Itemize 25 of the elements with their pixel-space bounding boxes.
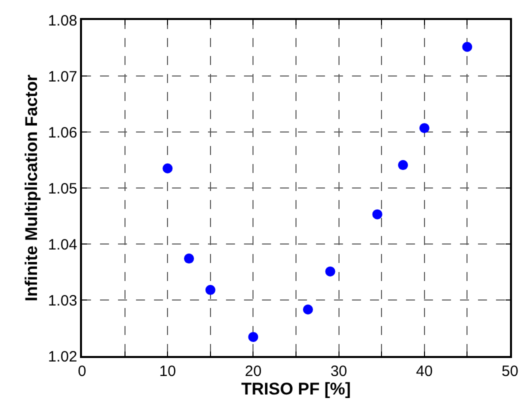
x-tick-label: 40 — [416, 362, 433, 380]
point — [419, 123, 430, 134]
point — [325, 266, 336, 276]
point — [372, 209, 382, 220]
x-tick-label: 10 — [159, 362, 176, 380]
y-tick-label: 1.03 — [48, 292, 78, 310]
y-tick-label: 1.08 — [48, 12, 78, 30]
point — [162, 163, 173, 174]
x-tick-label: 50 — [502, 362, 518, 380]
point — [184, 254, 194, 264]
x-axis-title: TRISO PF [%] — [241, 380, 351, 399]
point — [398, 160, 408, 170]
point — [248, 332, 258, 342]
x-tick-label: 30 — [330, 362, 348, 380]
y-tick-label: 1.07 — [48, 68, 78, 86]
y-axis-title: Infinite Multiplication Factor — [22, 74, 42, 302]
y-tick-label: 1.06 — [48, 124, 78, 142]
x-tick-label: 20 — [244, 362, 262, 380]
point — [462, 42, 472, 52]
point — [302, 304, 313, 315]
point — [205, 284, 216, 295]
x-tick-label: 0 — [78, 362, 86, 380]
y-tick-label: 1.02 — [48, 348, 78, 366]
y-tick-label: 1.05 — [48, 180, 78, 198]
y-tick-label: 1.04 — [48, 236, 78, 254]
